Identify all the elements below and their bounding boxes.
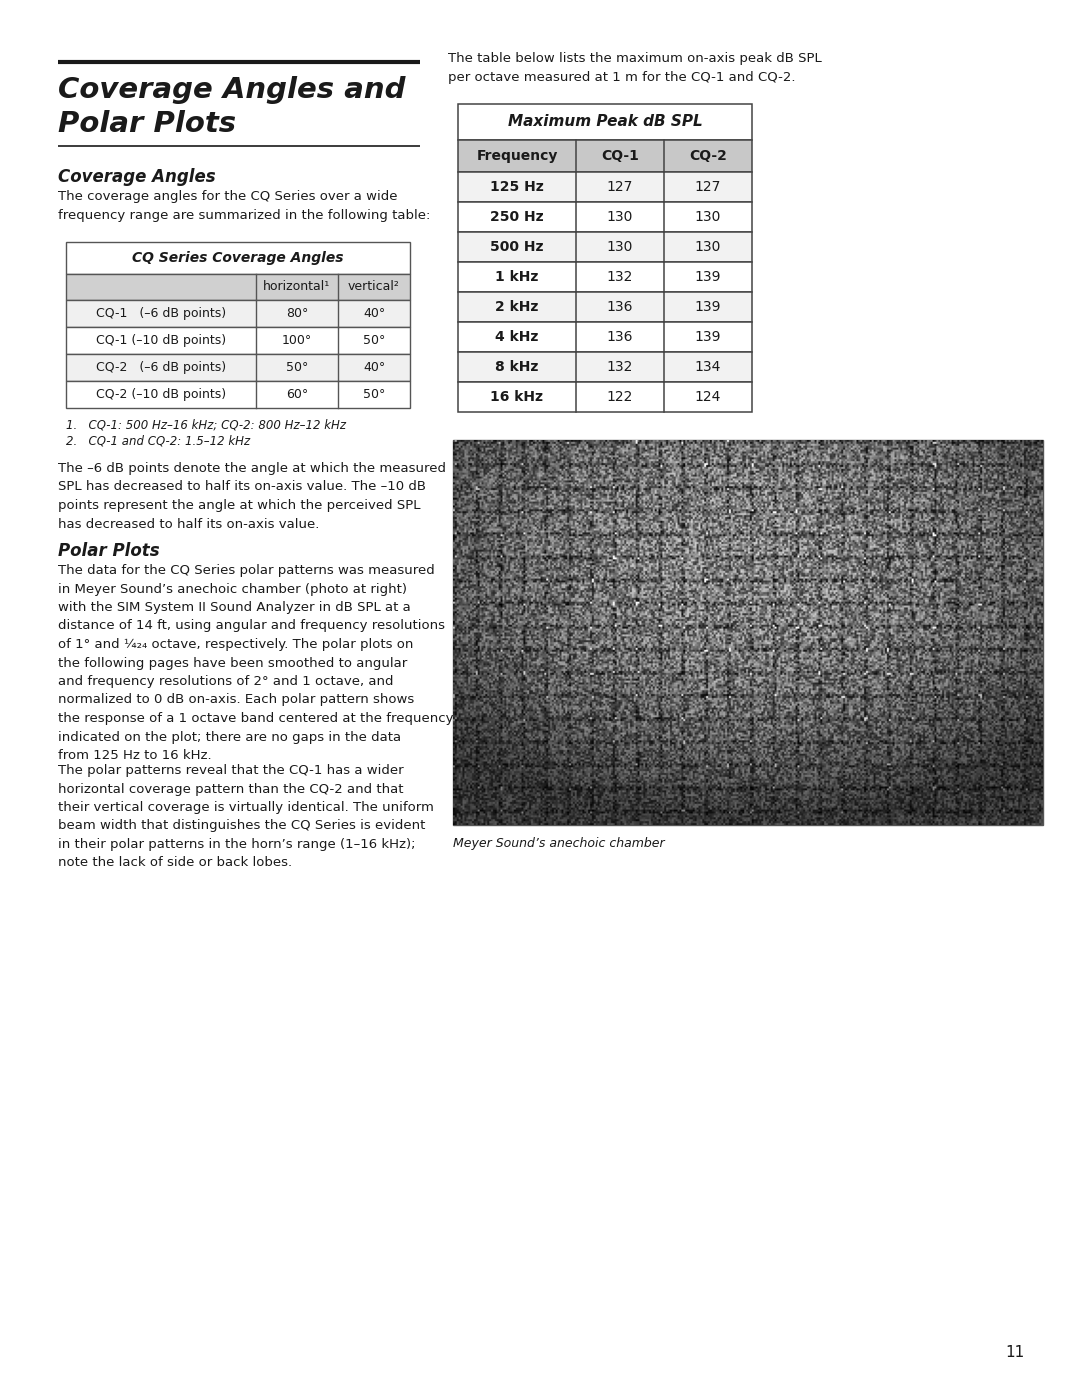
Bar bbox=[458, 352, 752, 381]
Text: 130: 130 bbox=[694, 240, 721, 254]
Bar bbox=[66, 381, 410, 408]
Text: 130: 130 bbox=[607, 210, 633, 224]
Text: 134: 134 bbox=[694, 360, 721, 374]
Text: The –6 dB points denote the angle at which the measured
SPL has decreased to hal: The –6 dB points denote the angle at whi… bbox=[58, 462, 446, 531]
Text: CQ-1 (–10 dB points): CQ-1 (–10 dB points) bbox=[96, 334, 226, 346]
Text: Polar Plots: Polar Plots bbox=[58, 110, 237, 138]
Text: 132: 132 bbox=[607, 270, 633, 284]
Bar bbox=[458, 263, 752, 292]
Text: 139: 139 bbox=[694, 300, 721, 314]
Text: 132: 132 bbox=[607, 360, 633, 374]
Text: 1.   CQ-1: 500 Hz–16 kHz; CQ-2: 800 Hz–12 kHz: 1. CQ-1: 500 Hz–16 kHz; CQ-2: 800 Hz–12 … bbox=[66, 418, 346, 432]
Text: 500 Hz: 500 Hz bbox=[490, 240, 543, 254]
Text: The coverage angles for the CQ Series over a wide
frequency range are summarized: The coverage angles for the CQ Series ov… bbox=[58, 190, 430, 222]
Text: 122: 122 bbox=[607, 390, 633, 404]
Bar bbox=[458, 103, 752, 140]
Text: 124: 124 bbox=[694, 390, 721, 404]
Text: 250 Hz: 250 Hz bbox=[490, 210, 544, 224]
Bar bbox=[66, 327, 410, 353]
Text: 40°: 40° bbox=[363, 307, 386, 320]
Text: CQ-1: CQ-1 bbox=[602, 149, 639, 163]
Text: vertical²: vertical² bbox=[348, 281, 400, 293]
Text: Maximum Peak dB SPL: Maximum Peak dB SPL bbox=[508, 115, 702, 130]
Text: CQ-2   (–6 dB points): CQ-2 (–6 dB points) bbox=[96, 360, 226, 374]
Bar bbox=[66, 242, 410, 274]
Bar bbox=[453, 440, 1043, 826]
Text: Polar Plots: Polar Plots bbox=[58, 542, 160, 560]
Bar bbox=[66, 274, 410, 300]
Bar bbox=[66, 300, 410, 327]
Text: 100°: 100° bbox=[282, 334, 312, 346]
Text: 127: 127 bbox=[607, 180, 633, 194]
Text: 139: 139 bbox=[694, 270, 721, 284]
Bar bbox=[66, 353, 410, 381]
Text: 125 Hz: 125 Hz bbox=[490, 180, 544, 194]
Bar bbox=[458, 381, 752, 412]
Text: 50°: 50° bbox=[363, 334, 386, 346]
Text: The data for the CQ Series polar patterns was measured
in Meyer Sound’s anechoic: The data for the CQ Series polar pattern… bbox=[58, 564, 454, 761]
Bar bbox=[458, 203, 752, 232]
Text: 50°: 50° bbox=[363, 388, 386, 401]
Text: 136: 136 bbox=[607, 300, 633, 314]
Text: horizontal¹: horizontal¹ bbox=[264, 281, 330, 293]
Bar bbox=[458, 292, 752, 321]
Text: CQ Series Coverage Angles: CQ Series Coverage Angles bbox=[132, 251, 343, 265]
Text: The table below lists the maximum on-axis peak dB SPL
per octave measured at 1 m: The table below lists the maximum on-axi… bbox=[448, 52, 822, 84]
Text: 60°: 60° bbox=[286, 388, 308, 401]
Text: 50°: 50° bbox=[286, 360, 308, 374]
Text: 40°: 40° bbox=[363, 360, 386, 374]
Text: 8 kHz: 8 kHz bbox=[496, 360, 539, 374]
Text: 136: 136 bbox=[607, 330, 633, 344]
Text: 4 kHz: 4 kHz bbox=[496, 330, 539, 344]
Text: 16 kHz: 16 kHz bbox=[490, 390, 543, 404]
Text: 1 kHz: 1 kHz bbox=[496, 270, 539, 284]
Bar bbox=[458, 172, 752, 203]
Text: 80°: 80° bbox=[286, 307, 308, 320]
Text: The polar patterns reveal that the CQ-1 has a wider
horizontal coverage pattern : The polar patterns reveal that the CQ-1 … bbox=[58, 764, 434, 869]
Text: 11: 11 bbox=[1005, 1345, 1025, 1361]
Bar bbox=[458, 321, 752, 352]
Bar bbox=[458, 232, 752, 263]
Text: 130: 130 bbox=[694, 210, 721, 224]
Text: CQ-1   (–6 dB points): CQ-1 (–6 dB points) bbox=[96, 307, 226, 320]
Text: Coverage Angles: Coverage Angles bbox=[58, 168, 216, 186]
Text: CQ-2: CQ-2 bbox=[689, 149, 727, 163]
Text: Coverage Angles and: Coverage Angles and bbox=[58, 75, 405, 103]
Text: Frequency: Frequency bbox=[476, 149, 557, 163]
Text: CQ-2 (–10 dB points): CQ-2 (–10 dB points) bbox=[96, 388, 226, 401]
Bar bbox=[458, 140, 752, 172]
Text: Meyer Sound’s anechoic chamber: Meyer Sound’s anechoic chamber bbox=[453, 837, 664, 849]
Text: 130: 130 bbox=[607, 240, 633, 254]
Text: 2 kHz: 2 kHz bbox=[496, 300, 539, 314]
Text: 139: 139 bbox=[694, 330, 721, 344]
Text: 127: 127 bbox=[694, 180, 721, 194]
Text: 2.   CQ-1 and CQ-2: 1.5–12 kHz: 2. CQ-1 and CQ-2: 1.5–12 kHz bbox=[66, 434, 251, 448]
